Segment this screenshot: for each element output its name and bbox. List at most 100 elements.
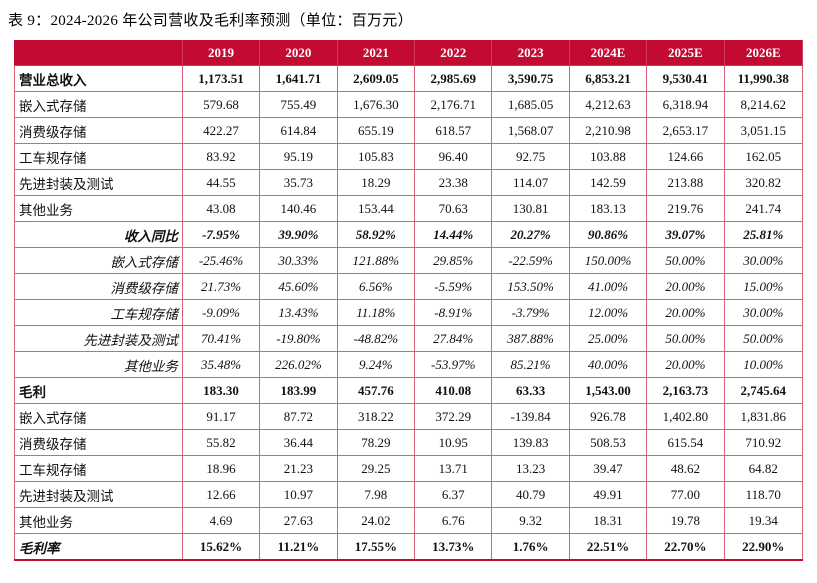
- cell-value: 50.00%: [723, 325, 804, 352]
- column-header-2021: 2021: [336, 40, 416, 66]
- cell-value: 58.92%: [336, 221, 416, 248]
- table-row: 消费级存储 21.73% 45.60% 6.56% -5.59% 153.50% 41.00…: [14, 273, 804, 300]
- column-header-2020: 2020: [259, 40, 338, 66]
- cell-value: 39.90%: [259, 221, 338, 248]
- cell-value: 13.43%: [259, 299, 338, 326]
- cell-value: 20.00%: [646, 351, 725, 378]
- cell-value: 22.70%: [646, 533, 725, 561]
- cell-value: 77.00: [646, 481, 725, 508]
- cell-value: 2,176.71: [414, 91, 493, 118]
- cell-value: -8.91%: [414, 299, 493, 326]
- cell-value: 12.00%: [568, 299, 648, 326]
- cell-value: 1,173.51: [181, 65, 261, 92]
- cell-value: 91.17: [181, 403, 261, 430]
- cell-value: 183.99: [259, 377, 338, 404]
- cell-value: 55.82: [181, 429, 261, 456]
- cell-value: 422.27: [181, 117, 261, 144]
- cell-value: 4,212.63: [568, 91, 648, 118]
- cell-value: 9.32: [491, 507, 570, 534]
- cell-value: 6,318.94: [646, 91, 725, 118]
- cell-value: 39.47: [568, 455, 648, 482]
- cell-value: -22.59%: [491, 247, 570, 274]
- row-label: 工车规存储: [14, 455, 183, 482]
- cell-value: 614.84: [259, 117, 338, 144]
- cell-value: -139.84: [491, 403, 570, 430]
- cell-value: 103.88: [568, 143, 648, 170]
- cell-value: 50.00%: [646, 247, 725, 274]
- cell-value: 78.29: [336, 429, 416, 456]
- cell-value: 27.63: [259, 507, 338, 534]
- cell-value: 1,402.80: [646, 403, 725, 430]
- cell-value: 63.33: [491, 377, 570, 404]
- cell-value: 20.00%: [646, 273, 725, 300]
- cell-value: 29.85%: [414, 247, 493, 274]
- cell-value: -19.80%: [259, 325, 338, 352]
- cell-value: 320.82: [723, 169, 804, 196]
- cell-value: 25.00%: [568, 325, 648, 352]
- cell-value: 11,990.38: [723, 65, 804, 92]
- cell-value: 12.66: [181, 481, 261, 508]
- cell-value: 30.00%: [723, 299, 804, 326]
- row-label: 收入同比: [14, 221, 183, 248]
- cell-value: 2,745.64: [723, 377, 804, 404]
- row-label: 消费级存储: [14, 273, 183, 300]
- cell-value: 13.73%: [414, 533, 493, 561]
- cell-value: 6.76: [414, 507, 493, 534]
- row-label: 工车规存储: [14, 143, 183, 170]
- row-label: 嵌入式存储: [14, 91, 183, 118]
- cell-value: 7.98: [336, 481, 416, 508]
- table-row: 营业总收入 1,173.51 1,641.71 2,609.05 2,985.69 3,5…: [14, 65, 804, 92]
- row-label: 消费级存储: [14, 117, 183, 144]
- column-header-2022: 2022: [414, 40, 493, 66]
- row-label: 营业总收入: [14, 65, 183, 92]
- cell-value: 710.92: [723, 429, 804, 456]
- cell-value: 118.70: [723, 481, 804, 508]
- cell-value: 6.56%: [336, 273, 416, 300]
- cell-value: 40.79: [491, 481, 570, 508]
- table-row: 先进封装及测试 70.41% -19.80% -48.82% 27.84% 387.88%…: [14, 325, 804, 352]
- cell-value: -25.46%: [181, 247, 261, 274]
- cell-value: 6,853.21: [568, 65, 648, 92]
- cell-value: 30.00%: [723, 247, 804, 274]
- column-header-2019: 2019: [181, 40, 261, 66]
- table-row: 先进封装及测试 44.55 35.73 18.29 23.38 114.07 142.59 2…: [14, 169, 804, 196]
- cell-value: 64.82: [723, 455, 804, 482]
- cell-value: 13.23: [491, 455, 570, 482]
- cell-value: 87.72: [259, 403, 338, 430]
- row-label: 先进封装及测试: [14, 481, 183, 508]
- cell-value: 40.00%: [568, 351, 648, 378]
- cell-value: 1,685.05: [491, 91, 570, 118]
- page-title: 表 9：2024-2026 年公司营收及毛利率预测（单位：百万元）: [8, 13, 413, 29]
- table-row: 嵌入式存储 579.68 755.49 1,676.30 2,176.71 1,685.0…: [14, 91, 804, 118]
- cell-value: 618.57: [414, 117, 493, 144]
- cell-value: 18.29: [336, 169, 416, 196]
- cell-value: -53.97%: [414, 351, 493, 378]
- cell-value: 85.21%: [491, 351, 570, 378]
- cell-value: 19.78: [646, 507, 725, 534]
- table-row: 收入同比 -7.95% 39.90% 58.92% 14.44% 20.27% 90.86%…: [14, 221, 804, 248]
- cell-value: 121.88%: [336, 247, 416, 274]
- table-row: 先进封装及测试 12.66 10.97 7.98 6.37 40.79 49.91 77.00…: [14, 481, 804, 508]
- cell-value: 30.33%: [259, 247, 338, 274]
- cell-value: 3,590.75: [491, 65, 570, 92]
- cell-value: 13.71: [414, 455, 493, 482]
- cell-value: 2,609.05: [336, 65, 416, 92]
- table-row: 嵌入式存储 91.17 87.72 318.22 372.29 -139.84 926.78…: [14, 403, 804, 430]
- cell-value: -9.09%: [181, 299, 261, 326]
- cell-value: 124.66: [646, 143, 725, 170]
- row-label: 毛利率: [14, 533, 183, 561]
- table-row: 嵌入式存储 -25.46% 30.33% 121.88% 29.85% -22.59% 15…: [14, 247, 804, 274]
- cell-value: 8,214.62: [723, 91, 804, 118]
- cell-value: 241.74: [723, 195, 804, 222]
- cell-value: 1,641.71: [259, 65, 338, 92]
- cell-value: 25.81%: [723, 221, 804, 248]
- cell-value: 92.75: [491, 143, 570, 170]
- cell-value: 70.41%: [181, 325, 261, 352]
- cell-value: 21.23: [259, 455, 338, 482]
- row-label: 嵌入式存储: [14, 247, 183, 274]
- cell-value: 48.62: [646, 455, 725, 482]
- row-label: 先进封装及测试: [14, 169, 183, 196]
- cell-value: 10.95: [414, 429, 493, 456]
- cell-value: 615.54: [646, 429, 725, 456]
- table-row: 其他业务 43.08 140.46 153.44 70.63 130.81 183.13 21…: [14, 195, 804, 222]
